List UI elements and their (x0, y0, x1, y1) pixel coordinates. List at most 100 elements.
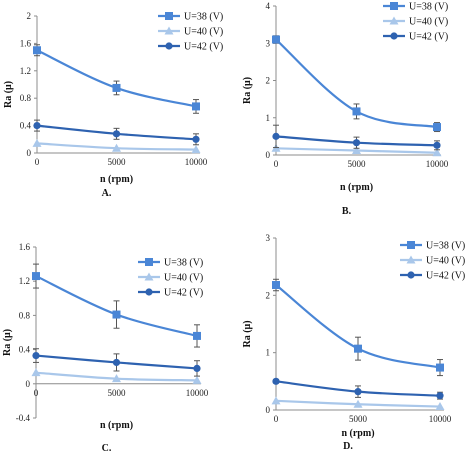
legend-marker (407, 271, 415, 279)
x-tick-label: 5000 (348, 159, 367, 169)
y-tick-label: 1 (266, 113, 271, 123)
data-point (112, 143, 121, 152)
series-38 (33, 44, 200, 114)
series-42 (272, 377, 444, 400)
chart-panel-b: 0 1 2 3 4 0 5000 10000 n (rpm) Ra (μ) B. U=38 (V) U=… (242, 1, 449, 217)
legend-label: U=40 (V) (426, 256, 465, 267)
series-40 (271, 396, 445, 411)
legend-marker (165, 42, 173, 50)
legend-entry: U=42 (V) (383, 32, 448, 43)
series-38 (272, 278, 444, 377)
legend-entry: U=38 (V) (400, 241, 465, 252)
data-point (271, 396, 281, 405)
data-point (352, 107, 361, 116)
x-tick-label: 5000 (108, 388, 127, 398)
legend-entry: U=40 (V) (383, 16, 448, 28)
legend-entry: U=40 (V) (138, 272, 203, 284)
x-tick-label: 10000 (429, 414, 452, 424)
data-point (192, 135, 200, 143)
legend-entry: U=40 (V) (400, 255, 465, 267)
data-point (112, 83, 121, 92)
legend-label: U=38 (V) (409, 2, 448, 13)
data-point (353, 399, 363, 408)
chart-panel-a: 0 0.4 0.8 1.2 1.6 2 0 5000 10000 n (rpm) Ra (μ) A. U… (3, 11, 223, 199)
y-tick-label: 1 (266, 348, 271, 358)
legend-label: U=42 (V) (409, 32, 448, 43)
y-tick-label: 0.8 (20, 93, 32, 103)
legend-marker (390, 2, 398, 10)
legend-label: U=42 (V) (184, 42, 223, 53)
data-point (32, 272, 40, 281)
data-point (436, 363, 444, 372)
y-tick-label: 2 (266, 290, 271, 300)
y-tick-label: 1.6 (20, 38, 32, 48)
data-point (435, 402, 445, 411)
panel-label: C. (102, 443, 112, 454)
data-point (192, 102, 200, 111)
data-point (32, 138, 42, 147)
legend-label: U=40 (V) (164, 273, 203, 284)
y-tick-label: 1.2 (20, 66, 31, 76)
y-tick-label: 0 (26, 379, 31, 389)
x-tick-label: 0 (35, 157, 40, 167)
series-40 (31, 368, 202, 384)
legend-marker (145, 258, 153, 266)
legend-marker (144, 272, 154, 281)
legend-label: U=38 (V) (184, 12, 223, 23)
x-tick-label: 0 (274, 414, 279, 424)
data-point (32, 351, 40, 360)
x-tick-label: 10000 (185, 157, 208, 167)
legend-marker (407, 241, 415, 249)
series-38 (272, 35, 441, 133)
data-point (352, 139, 361, 147)
data-point (33, 46, 41, 55)
data-point (433, 141, 441, 149)
data-point (112, 130, 121, 138)
series-38 (32, 263, 201, 348)
y-tick-label: 4 (266, 1, 271, 11)
data-point (436, 392, 444, 400)
chart-panel-d: 0 1 2 3 0 5000 10000 n (rpm) Ra (μ) D. U=38 (V) U=4… (242, 233, 465, 452)
y-tick-label: 3 (266, 38, 271, 48)
series-40 (32, 138, 201, 154)
legend-entry: U=40 (V) (158, 26, 223, 38)
data-point (33, 122, 41, 130)
data-point (112, 310, 121, 319)
data-point (193, 364, 201, 373)
series-42 (272, 124, 441, 151)
legend-marker (145, 288, 153, 296)
data-point (272, 281, 280, 290)
panel-label: A. (102, 188, 112, 199)
data-point (192, 375, 202, 384)
legend-label: U=42 (V) (426, 271, 465, 282)
series-42 (33, 119, 200, 146)
panel-label: B. (342, 206, 352, 217)
y-tick-label: 1.6 (19, 242, 31, 252)
legend-entry: U=42 (V) (138, 288, 203, 299)
legend-label: U=40 (V) (184, 27, 223, 38)
data-point (112, 358, 121, 367)
y-axis-label: Ra (μ) (3, 81, 14, 108)
data-point (354, 388, 362, 396)
data-point (112, 374, 121, 383)
chart-panel-c: -0.4 0 0.4 0.8 1.2 1.6 0 5000 10000 n (rpm) Ra (μ)… (2, 242, 209, 454)
y-tick-label: 0.4 (19, 345, 31, 355)
x-tick-label: 10000 (186, 388, 209, 398)
legend-entry: U=38 (V) (158, 12, 223, 23)
data-point (272, 35, 280, 44)
legend-label: U=40 (V) (409, 17, 448, 28)
series-42 (32, 348, 201, 377)
legend-marker (165, 12, 173, 20)
legend-label: U=38 (V) (426, 241, 465, 252)
legend-marker (406, 255, 416, 264)
x-tick-label: 10000 (426, 159, 449, 169)
y-tick-label: 0.8 (19, 310, 31, 320)
y-tick-label: 2 (266, 76, 271, 86)
data-point (272, 132, 280, 140)
x-axis-label: n (rpm) (100, 174, 133, 185)
y-tick-label: 3 (266, 233, 271, 243)
y-tick-label: 0 (266, 405, 271, 415)
legend-entry: U=38 (V) (383, 2, 448, 13)
y-tick-label: -0.4 (16, 413, 31, 423)
legend-marker (390, 32, 398, 40)
